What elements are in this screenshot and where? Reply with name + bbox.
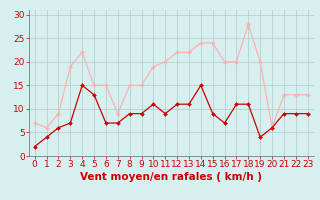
X-axis label: Vent moyen/en rafales ( km/h ): Vent moyen/en rafales ( km/h ) [80,172,262,182]
